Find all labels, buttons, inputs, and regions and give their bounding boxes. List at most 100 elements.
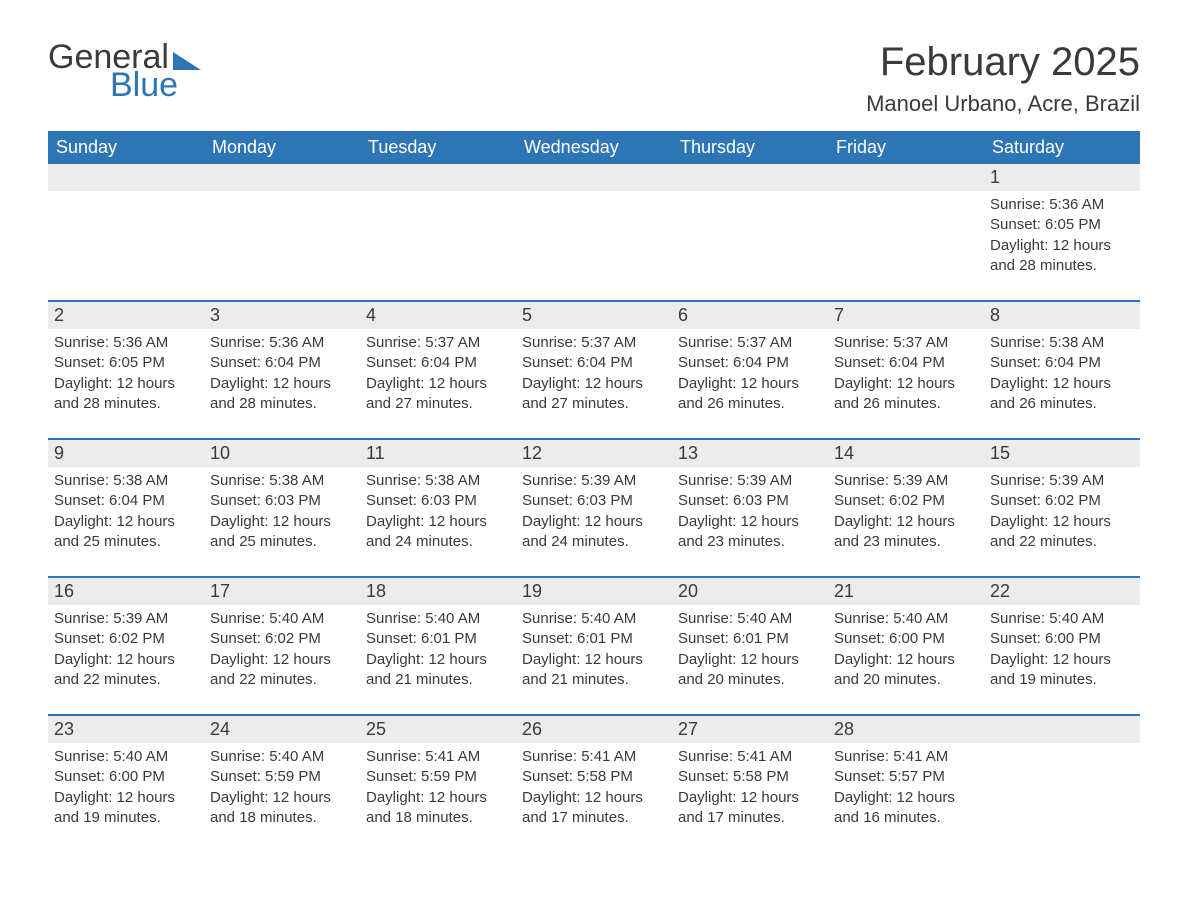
- day-d1: Daylight: 12 hours: [678, 788, 822, 808]
- day-detail-cell: Sunrise: 5:39 AMSunset: 6:03 PMDaylight:…: [516, 467, 672, 577]
- day-number-cell: 19: [516, 578, 672, 605]
- day-number-cell: 4: [360, 302, 516, 329]
- day-sr: Sunrise: 5:39 AM: [522, 471, 666, 491]
- day-ss: Sunset: 5:59 PM: [366, 767, 510, 787]
- day-number-cell: 10: [204, 440, 360, 467]
- day-ss: Sunset: 6:01 PM: [522, 629, 666, 649]
- day-sr: Sunrise: 5:41 AM: [366, 747, 510, 767]
- day-number-cell: 18: [360, 578, 516, 605]
- day-d2: and 18 minutes.: [366, 808, 510, 828]
- day-detail-cell: [984, 743, 1140, 852]
- day-d1: Daylight: 12 hours: [366, 374, 510, 394]
- day-number-cell: 2: [48, 302, 204, 329]
- day-header: Thursday: [672, 131, 828, 164]
- day-sr: Sunrise: 5:39 AM: [54, 609, 198, 629]
- day-d2: and 22 minutes.: [210, 670, 354, 690]
- day-d2: and 23 minutes.: [678, 532, 822, 552]
- day-d1: Daylight: 12 hours: [522, 788, 666, 808]
- day-d1: Daylight: 12 hours: [522, 512, 666, 532]
- day-detail-cell: Sunrise: 5:41 AMSunset: 5:58 PMDaylight:…: [672, 743, 828, 852]
- day-d1: Daylight: 12 hours: [834, 374, 978, 394]
- day-detail-cell: Sunrise: 5:39 AMSunset: 6:02 PMDaylight:…: [48, 605, 204, 715]
- day-detail-cell: Sunrise: 5:36 AMSunset: 6:05 PMDaylight:…: [48, 329, 204, 439]
- day-ss: Sunset: 6:04 PM: [54, 491, 198, 511]
- day-d1: Daylight: 12 hours: [522, 650, 666, 670]
- day-sr: Sunrise: 5:40 AM: [834, 609, 978, 629]
- day-detail-cell: [204, 191, 360, 301]
- day-d1: Daylight: 12 hours: [54, 512, 198, 532]
- day-detail-row: Sunrise: 5:36 AMSunset: 6:05 PMDaylight:…: [48, 329, 1140, 439]
- day-detail-cell: Sunrise: 5:40 AMSunset: 6:02 PMDaylight:…: [204, 605, 360, 715]
- day-number-cell: 9: [48, 440, 204, 467]
- day-sr: Sunrise: 5:37 AM: [678, 333, 822, 353]
- day-header: Friday: [828, 131, 984, 164]
- day-detail-cell: Sunrise: 5:40 AMSunset: 6:01 PMDaylight:…: [516, 605, 672, 715]
- day-sr: Sunrise: 5:37 AM: [834, 333, 978, 353]
- day-d1: Daylight: 12 hours: [834, 788, 978, 808]
- day-number-cell: [828, 164, 984, 191]
- day-ss: Sunset: 6:04 PM: [366, 353, 510, 373]
- day-detail-cell: Sunrise: 5:38 AMSunset: 6:04 PMDaylight:…: [48, 467, 204, 577]
- day-ss: Sunset: 6:04 PM: [210, 353, 354, 373]
- day-number-cell: 15: [984, 440, 1140, 467]
- day-d1: Daylight: 12 hours: [366, 650, 510, 670]
- day-detail-cell: [360, 191, 516, 301]
- day-sr: Sunrise: 5:36 AM: [990, 195, 1134, 215]
- day-ss: Sunset: 6:03 PM: [522, 491, 666, 511]
- day-number-row: 9101112131415: [48, 440, 1140, 467]
- day-d2: and 21 minutes.: [366, 670, 510, 690]
- day-number-cell: 25: [360, 716, 516, 743]
- day-header: Monday: [204, 131, 360, 164]
- day-d2: and 21 minutes.: [522, 670, 666, 690]
- day-d1: Daylight: 12 hours: [990, 650, 1134, 670]
- day-d2: and 26 minutes.: [834, 394, 978, 414]
- day-header: Tuesday: [360, 131, 516, 164]
- day-detail-row: Sunrise: 5:39 AMSunset: 6:02 PMDaylight:…: [48, 605, 1140, 715]
- day-ss: Sunset: 6:01 PM: [366, 629, 510, 649]
- day-detail-row: Sunrise: 5:38 AMSunset: 6:04 PMDaylight:…: [48, 467, 1140, 577]
- day-sr: Sunrise: 5:36 AM: [54, 333, 198, 353]
- day-ss: Sunset: 6:00 PM: [990, 629, 1134, 649]
- day-number-cell: 3: [204, 302, 360, 329]
- day-d2: and 18 minutes.: [210, 808, 354, 828]
- day-ss: Sunset: 5:58 PM: [678, 767, 822, 787]
- day-header: Sunday: [48, 131, 204, 164]
- day-ss: Sunset: 6:02 PM: [54, 629, 198, 649]
- day-detail-cell: Sunrise: 5:36 AMSunset: 6:04 PMDaylight:…: [204, 329, 360, 439]
- day-detail-cell: Sunrise: 5:37 AMSunset: 6:04 PMDaylight:…: [828, 329, 984, 439]
- day-d2: and 23 minutes.: [834, 532, 978, 552]
- day-d2: and 25 minutes.: [210, 532, 354, 552]
- day-header: Wednesday: [516, 131, 672, 164]
- day-number-row: 2345678: [48, 302, 1140, 329]
- day-d2: and 17 minutes.: [522, 808, 666, 828]
- day-sr: Sunrise: 5:38 AM: [54, 471, 198, 491]
- day-sr: Sunrise: 5:38 AM: [210, 471, 354, 491]
- location-subtitle: Manoel Urbano, Acre, Brazil: [866, 91, 1140, 117]
- day-sr: Sunrise: 5:40 AM: [366, 609, 510, 629]
- day-d2: and 26 minutes.: [678, 394, 822, 414]
- calendar-table: SundayMondayTuesdayWednesdayThursdayFrid…: [48, 131, 1140, 852]
- day-d2: and 19 minutes.: [990, 670, 1134, 690]
- day-d2: and 20 minutes.: [678, 670, 822, 690]
- day-number-cell: 27: [672, 716, 828, 743]
- day-sr: Sunrise: 5:38 AM: [990, 333, 1134, 353]
- day-detail-cell: Sunrise: 5:40 AMSunset: 6:00 PMDaylight:…: [828, 605, 984, 715]
- day-d2: and 27 minutes.: [522, 394, 666, 414]
- logo-text-2: Blue: [110, 68, 178, 102]
- day-ss: Sunset: 6:02 PM: [210, 629, 354, 649]
- day-detail-cell: Sunrise: 5:40 AMSunset: 5:59 PMDaylight:…: [204, 743, 360, 852]
- day-number-cell: 8: [984, 302, 1140, 329]
- day-number-cell: 14: [828, 440, 984, 467]
- day-d1: Daylight: 12 hours: [54, 650, 198, 670]
- day-number-cell: 1: [984, 164, 1140, 191]
- day-d1: Daylight: 12 hours: [678, 650, 822, 670]
- day-detail-cell: Sunrise: 5:40 AMSunset: 6:00 PMDaylight:…: [984, 605, 1140, 715]
- day-detail-cell: Sunrise: 5:39 AMSunset: 6:02 PMDaylight:…: [828, 467, 984, 577]
- day-d2: and 26 minutes.: [990, 394, 1134, 414]
- day-number-cell: 7: [828, 302, 984, 329]
- day-ss: Sunset: 6:05 PM: [990, 215, 1134, 235]
- day-ss: Sunset: 5:57 PM: [834, 767, 978, 787]
- day-d1: Daylight: 12 hours: [990, 236, 1134, 256]
- day-sr: Sunrise: 5:40 AM: [210, 747, 354, 767]
- day-ss: Sunset: 6:01 PM: [678, 629, 822, 649]
